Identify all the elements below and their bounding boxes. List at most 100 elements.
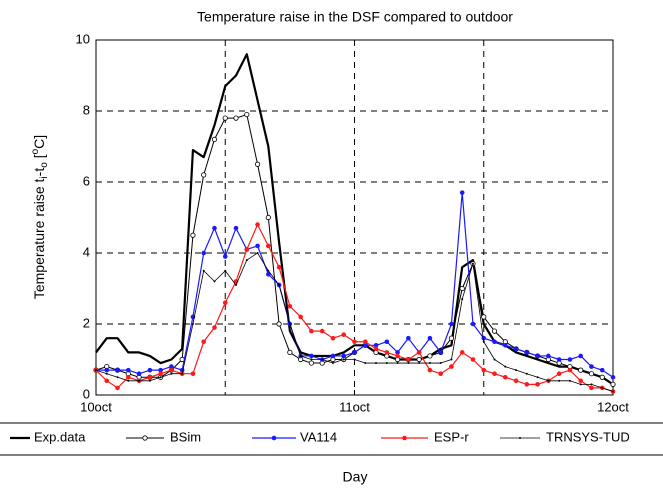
y-tick-label: 8 (83, 102, 90, 117)
marker (287, 349, 293, 355)
marker (524, 382, 530, 387)
legend-marker (402, 435, 407, 441)
marker (579, 383, 582, 386)
marker (459, 190, 465, 195)
marker (384, 339, 390, 345)
marker (567, 357, 573, 362)
marker (202, 269, 205, 272)
marker (524, 350, 530, 355)
marker (362, 339, 368, 345)
y-axis-label: Temperature raise ti-to [oC] (30, 135, 50, 299)
marker (492, 339, 497, 345)
marker (384, 350, 390, 355)
x-tick-label: 12oct (597, 399, 629, 414)
marker (449, 321, 454, 327)
marker (211, 136, 218, 142)
marker (136, 371, 142, 377)
marker (276, 264, 282, 270)
marker (459, 285, 465, 292)
marker (567, 367, 573, 373)
marker (266, 272, 271, 277)
y-label-part: Temperature raise t (31, 178, 47, 299)
marker (416, 350, 422, 355)
marker (148, 379, 151, 382)
marker (341, 332, 347, 337)
marker (278, 283, 281, 286)
chart-title: Temperature raise in the DSF compared to… (197, 9, 513, 25)
marker (373, 346, 379, 352)
marker (502, 374, 508, 380)
y-tick-label: 6 (83, 173, 90, 188)
marker (265, 214, 271, 221)
marker (364, 362, 367, 365)
marker (513, 346, 519, 352)
marker (116, 376, 119, 379)
marker (556, 357, 562, 362)
marker (158, 371, 163, 377)
marker (375, 362, 378, 365)
marker (254, 161, 261, 167)
marker (578, 367, 584, 373)
marker (481, 314, 487, 320)
marker (224, 269, 227, 272)
marker (330, 335, 336, 341)
marker (147, 367, 153, 373)
marker (255, 222, 260, 227)
marker (201, 339, 207, 345)
marker (461, 298, 464, 301)
marker (169, 364, 174, 369)
marker (321, 358, 324, 361)
marker (502, 343, 508, 348)
marker (235, 283, 238, 286)
marker (147, 374, 153, 380)
marker (481, 335, 487, 341)
marker (373, 343, 379, 348)
marker (233, 115, 239, 121)
marker (159, 376, 162, 379)
y-tick-label: 10 (76, 31, 90, 46)
marker (309, 328, 314, 334)
marker (588, 371, 595, 377)
legend-label: TRNSYS-TUD (546, 429, 630, 444)
marker (589, 385, 594, 391)
marker (481, 367, 487, 373)
marker (396, 362, 399, 365)
marker (244, 111, 250, 118)
marker (385, 362, 388, 365)
legend-marker (142, 435, 148, 441)
marker (610, 381, 616, 387)
marker (287, 303, 293, 309)
marker (127, 379, 130, 382)
marker (299, 354, 302, 357)
marker (222, 115, 228, 121)
marker (418, 362, 421, 365)
y-tick-label: 2 (83, 315, 90, 330)
marker (266, 243, 271, 249)
x-tick-label: 10oct (80, 399, 112, 414)
y-label-part: [ (31, 154, 47, 162)
marker (610, 374, 616, 380)
y-label-part: o (30, 148, 41, 154)
y-label-part: o (39, 162, 50, 168)
marker (556, 371, 562, 377)
marker (406, 357, 411, 362)
legend-marker (519, 437, 521, 439)
marker (115, 367, 120, 373)
marker (191, 323, 194, 325)
marker (536, 376, 539, 379)
marker (578, 353, 583, 359)
marker (612, 390, 614, 393)
marker (504, 365, 507, 368)
marker (491, 328, 498, 334)
marker (601, 386, 604, 389)
legend-label: ESP-r (434, 429, 469, 444)
plot-frame (95, 39, 614, 396)
marker (439, 362, 442, 365)
marker (599, 367, 605, 373)
legend-marker (271, 435, 277, 441)
marker (395, 353, 400, 359)
marker (590, 383, 593, 386)
marker (493, 358, 496, 361)
marker (170, 372, 173, 375)
